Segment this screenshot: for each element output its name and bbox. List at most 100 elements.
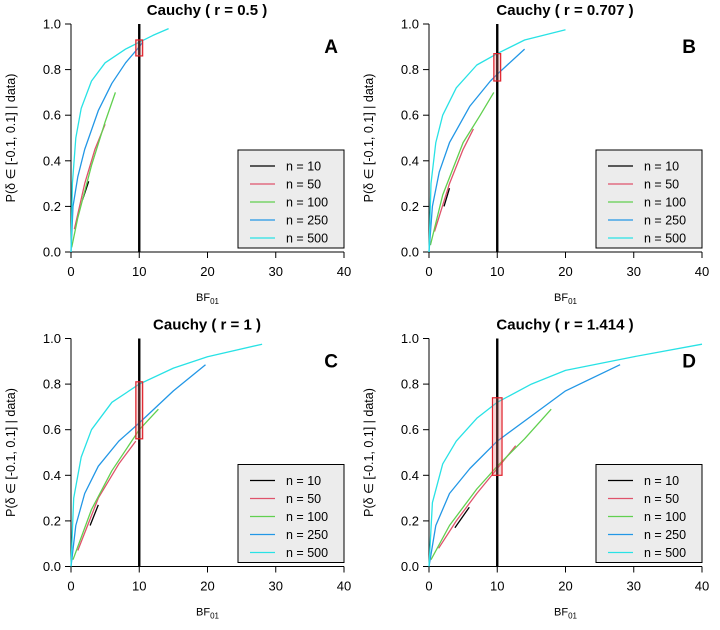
panel-C: Cauchy ( r = 1 )C0.00.20.40.60.81.00 10 20… bbox=[4, 317, 351, 621]
y-tick-label: 0.6 bbox=[401, 108, 419, 123]
series-line-n250 bbox=[428, 364, 621, 567]
panel-title: Cauchy ( r = 1 ) bbox=[153, 317, 261, 334]
y-tick-label: 0.8 bbox=[43, 377, 61, 392]
x-tick-label: 0 bbox=[425, 579, 432, 594]
panel-D: Cauchy ( r = 1.414 ) D 0.0 0.2 0.4 0.6 0.8 1.0 0… bbox=[362, 317, 709, 621]
x-tick-label: 10 bbox=[132, 579, 146, 594]
y-tick-label: 0.8 bbox=[43, 62, 61, 77]
x-tick-label: 0 bbox=[67, 264, 74, 279]
legend-label: n = 500 bbox=[286, 232, 328, 246]
y-tick-label: 0.4 bbox=[43, 153, 61, 168]
x-tick-label: 10 bbox=[490, 264, 504, 279]
x-axis-label-subscript: 01 bbox=[210, 297, 219, 306]
y-tick-label: 0.4 bbox=[401, 468, 419, 483]
panel-title: Cauchy ( r = 0.707 ) bbox=[496, 2, 633, 19]
series-line-n100 bbox=[72, 408, 159, 560]
y-tick-label: 0.6 bbox=[43, 108, 61, 123]
y-tick-label: 0.2 bbox=[401, 513, 419, 528]
x-tick-label: 0 bbox=[67, 579, 74, 594]
panel-letter: D bbox=[682, 352, 696, 373]
series-line-n100 bbox=[429, 92, 495, 246]
series-line-n10 bbox=[454, 506, 470, 529]
x-axis-label-subscript: 01 bbox=[210, 612, 219, 621]
x-tick-label: 20 bbox=[558, 264, 572, 279]
legend-label: n = 500 bbox=[286, 546, 328, 560]
series-line-n500 bbox=[428, 29, 566, 253]
x-tick-label: 40 bbox=[695, 579, 709, 594]
legend-label: n = 500 bbox=[644, 232, 686, 246]
y-tick-label: 0.8 bbox=[401, 62, 419, 77]
legend-label: n = 10 bbox=[286, 474, 321, 488]
legend: n = 10 n = 50 n = 100 n = 250 n = 500 bbox=[237, 464, 345, 563]
y-tick-label: 1.0 bbox=[43, 331, 61, 346]
highlight-box bbox=[493, 53, 502, 82]
panel-B: Cauchy ( r = 0.707 ) B 0.0 0.2 0.4 0.6 0.8 1.0 0… bbox=[362, 2, 709, 306]
y-tick-label: 0.8 bbox=[401, 377, 419, 392]
panel-letter: B bbox=[682, 37, 696, 58]
panel-title: Cauchy ( r = 0.5 ) bbox=[147, 2, 267, 19]
legend-label: n = 100 bbox=[644, 196, 686, 210]
x-tick-label: 10 bbox=[490, 579, 504, 594]
legend-label: n = 50 bbox=[644, 492, 679, 506]
x-tick-label: 30 bbox=[269, 579, 283, 594]
y-axis-label: P(δ ∈ [-0.1, 0.1] | data) bbox=[4, 388, 18, 517]
y-tick-label: 0.0 bbox=[43, 559, 61, 574]
x-tick-label: 30 bbox=[269, 264, 283, 279]
x-tick-label: 0 bbox=[425, 264, 432, 279]
series-line-n500 bbox=[70, 28, 169, 253]
legend-label: n = 50 bbox=[286, 492, 321, 506]
x-tick-label: 30 bbox=[627, 579, 641, 594]
x-tick-label: 40 bbox=[337, 579, 351, 594]
x-axis-label: BF01 bbox=[196, 607, 220, 621]
legend-label: n = 250 bbox=[286, 214, 328, 228]
y-tick-label: 0.0 bbox=[43, 245, 61, 260]
legend-label: n = 50 bbox=[286, 178, 321, 192]
y-tick-label: 0.6 bbox=[43, 422, 61, 437]
series-line-n50 bbox=[433, 128, 474, 232]
series-line-n10 bbox=[89, 504, 99, 526]
y-axis-label: P(δ ∈ [-0.1, 0.1] | data) bbox=[362, 74, 376, 203]
x-tick-label: 30 bbox=[627, 264, 641, 279]
x-tick-label: 20 bbox=[200, 579, 214, 594]
series-line-n100 bbox=[430, 408, 552, 561]
series-line-n100 bbox=[71, 92, 117, 248]
legend-label: n = 10 bbox=[644, 160, 679, 174]
y-tick-label: 0.6 bbox=[401, 422, 419, 437]
series-line-n500 bbox=[428, 343, 703, 567]
series-line-n250 bbox=[70, 364, 206, 567]
y-tick-label: 0.0 bbox=[401, 245, 419, 260]
series-line-n250 bbox=[70, 41, 144, 253]
x-axis-label: BF01 bbox=[196, 292, 220, 306]
legend-label: n = 250 bbox=[286, 528, 328, 542]
y-tick-label: 0.2 bbox=[401, 199, 419, 214]
series-line-n500 bbox=[70, 343, 263, 567]
y-tick-label: 0.0 bbox=[401, 559, 419, 574]
panel-letter: A bbox=[324, 37, 338, 58]
legend: n = 10 n = 50 n = 100 n = 250 n = 500 bbox=[237, 149, 345, 249]
y-tick-label: 1.0 bbox=[401, 331, 419, 346]
x-axis-label-subscript: 01 bbox=[568, 612, 577, 621]
x-tick-label: 20 bbox=[200, 264, 214, 279]
y-tick-label: 1.0 bbox=[401, 17, 419, 32]
y-tick-label: 0.4 bbox=[401, 153, 419, 168]
x-tick-label: 10 bbox=[132, 264, 146, 279]
legend-label: n = 10 bbox=[286, 160, 321, 174]
x-tick-label: 40 bbox=[337, 264, 351, 279]
y-tick-label: 1.0 bbox=[43, 17, 61, 32]
highlight-box bbox=[135, 39, 144, 57]
legend-label: n = 50 bbox=[644, 178, 679, 192]
legend-label: n = 100 bbox=[286, 196, 328, 210]
y-axis-label: P(δ ∈ [-0.1, 0.1] | data) bbox=[362, 388, 376, 517]
panel-title: Cauchy ( r = 1.414 ) bbox=[496, 317, 633, 334]
series-line-n250 bbox=[428, 48, 526, 253]
y-tick-label: 0.4 bbox=[43, 468, 61, 483]
highlight-box bbox=[135, 381, 144, 440]
x-tick-label: 40 bbox=[695, 264, 709, 279]
y-tick-label: 0.2 bbox=[43, 199, 61, 214]
legend-label: n = 100 bbox=[644, 510, 686, 524]
legend-label: n = 500 bbox=[644, 546, 686, 560]
series-line-n50 bbox=[77, 440, 137, 551]
legend-label: n = 100 bbox=[286, 510, 328, 524]
legend-label: n = 250 bbox=[644, 528, 686, 542]
